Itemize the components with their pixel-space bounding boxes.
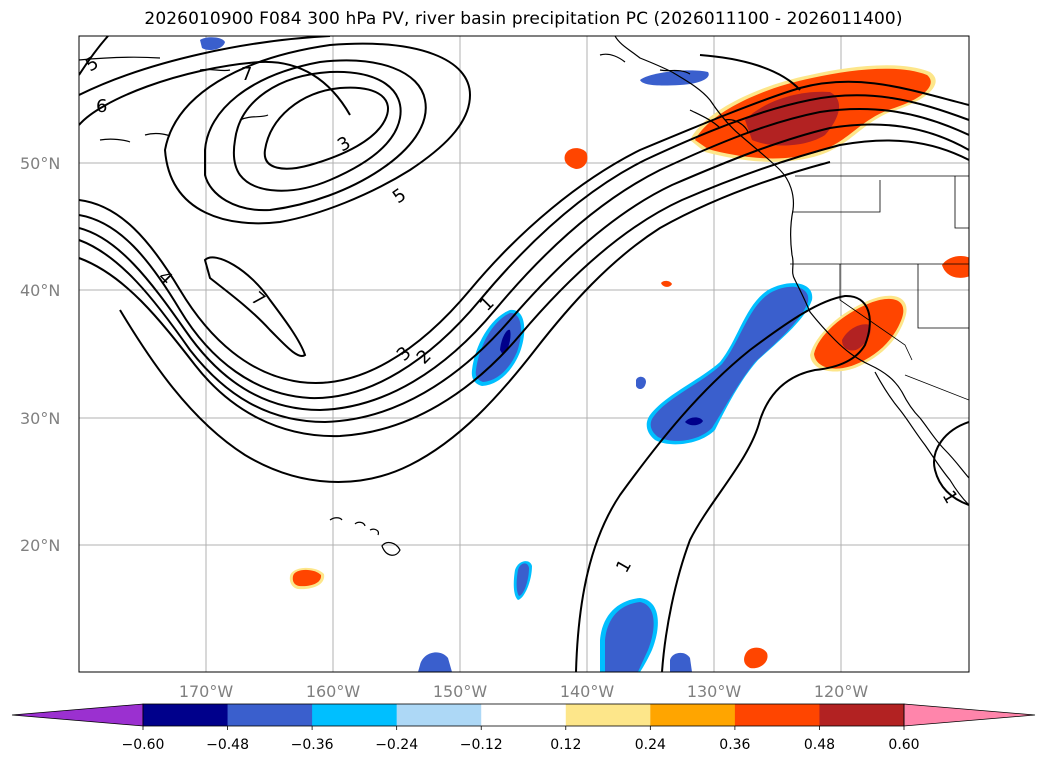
precip-neg-offshore-ca xyxy=(650,286,809,441)
border-ca-nv xyxy=(839,264,913,361)
lon-label: 160°W xyxy=(306,682,361,701)
precip-neg-south-4 xyxy=(418,652,452,672)
colorbar-tick-label: 0.48 xyxy=(804,737,835,753)
colorbar-tick-label: −0.36 xyxy=(291,737,334,753)
border-wa-or xyxy=(792,180,881,213)
coastline-islands-bc xyxy=(599,53,749,133)
precip-pos-small xyxy=(661,280,672,287)
hawaii-islands xyxy=(329,517,401,556)
colorbar-tick-label: −0.60 xyxy=(122,737,165,753)
lon-label: 170°W xyxy=(179,682,234,701)
pv-contour-5-ne xyxy=(699,54,801,91)
lon-label: 120°W xyxy=(814,682,869,701)
precip-neg-bc xyxy=(640,70,709,86)
colorbar-outline xyxy=(142,703,905,727)
colorbar-tick-label: 0.36 xyxy=(719,737,750,753)
precip-neg-small1 xyxy=(636,376,646,390)
colorbar-segment xyxy=(819,704,905,726)
colorbar-over-extension xyxy=(903,703,1036,727)
colorbar-segment xyxy=(143,704,229,726)
pv-contour-jet-6 xyxy=(119,161,831,483)
colorbar-segment xyxy=(396,704,482,726)
colorbar-segment xyxy=(312,704,398,726)
pv-contours xyxy=(79,36,969,672)
colorbar-tick-label: 0.60 xyxy=(888,737,919,753)
lat-label: 50°N xyxy=(20,154,60,173)
coastline-na-west xyxy=(614,36,969,479)
coastline-alaska xyxy=(79,56,269,143)
precip-pos-south xyxy=(744,647,768,669)
colorbar-tick-label: −0.12 xyxy=(460,737,503,753)
precip-neg-south-1 xyxy=(516,563,529,596)
island xyxy=(369,528,379,536)
precip-neg-offshore-ca-core xyxy=(685,417,703,426)
island xyxy=(381,541,401,556)
colorbar: −0.60 −0.48 −0.36 −0.24 −0.12 0.12 0.24 0.36 0.4… xyxy=(11,703,1036,753)
island xyxy=(329,517,343,521)
border-nv-az xyxy=(917,264,969,329)
pv-contour-jet-4 xyxy=(79,123,969,424)
lat-label: 30°N xyxy=(20,409,60,428)
colorbar-segment xyxy=(734,704,820,726)
contour-label: 7 xyxy=(241,64,252,85)
coastlines xyxy=(79,36,969,506)
lat-label: 20°N xyxy=(20,536,60,555)
contour-label: 6 xyxy=(96,96,107,117)
pv-contour-jet-5 xyxy=(79,139,969,438)
pv-contour-jet-3 xyxy=(79,108,969,412)
colorbar-segments xyxy=(143,704,905,726)
pv-contour-6-outer xyxy=(79,60,351,126)
pv-contour-jet-1 xyxy=(79,80,969,384)
pv-contour-1-se xyxy=(933,421,969,506)
border-id xyxy=(954,176,969,229)
colorbar-under-extension xyxy=(11,703,144,727)
colorbar-ticks: −0.60 −0.48 −0.36 −0.24 −0.12 0.12 0.24 0.36 0.4… xyxy=(122,726,920,753)
map-content: 5 6 3 5 7 4 7 1 3 2 1 1 xyxy=(79,36,969,672)
colorbar-segment xyxy=(481,704,567,726)
pv-contour-7 xyxy=(203,256,307,357)
lat-label: 40°N xyxy=(20,281,60,300)
lon-label: 130°W xyxy=(687,682,742,701)
colorbar-segment xyxy=(650,704,736,726)
precip-neg-topleft xyxy=(200,37,225,50)
precip-pos-hawaii-west xyxy=(292,569,322,587)
precip-pos-offshore50 xyxy=(564,148,588,169)
colorbar-tick-label: −0.48 xyxy=(206,737,249,753)
map-frame xyxy=(78,35,970,673)
colorbar-segment xyxy=(565,704,651,726)
state-borders xyxy=(790,175,969,401)
lon-label: 150°W xyxy=(433,682,488,701)
colorbar-tick-label: 0.24 xyxy=(635,737,666,753)
precip-pos-idaho xyxy=(942,256,969,278)
pv-contour-6b xyxy=(163,42,472,225)
pv-contour-4-inner xyxy=(232,70,402,192)
precip-neg-central-core xyxy=(500,329,511,355)
colorbar-segment xyxy=(227,704,313,726)
pv-contour-3 xyxy=(263,86,389,170)
precip-negative-areas xyxy=(200,37,813,672)
precip-neg-south-2 xyxy=(605,602,654,672)
precip-neg-south-3 xyxy=(670,652,692,672)
border-us-mexico xyxy=(904,374,969,401)
colorbar-tick-label: −0.24 xyxy=(375,737,418,753)
pv-contour-1-south xyxy=(575,294,871,672)
precip-pos-ca-core xyxy=(842,324,871,351)
pv-contour-5 xyxy=(204,59,427,212)
coastline-baja xyxy=(874,371,969,506)
lon-label: 140°W xyxy=(560,682,615,701)
pv-contour-6 xyxy=(79,36,331,96)
longitude-labels: 170°W 160°W 150°W 140°W 130°W 120°W xyxy=(179,682,869,701)
colorbar-tick-label: 0.12 xyxy=(550,737,581,753)
island xyxy=(354,521,366,527)
pv-contour-5-west xyxy=(79,36,109,76)
map-title: 2026010900 F084 300 hPa PV, river basin … xyxy=(144,9,903,29)
pv-contour-jet-2 xyxy=(79,94,969,400)
latitude-labels: 50°N 40°N 30°N 20°N xyxy=(20,154,60,555)
